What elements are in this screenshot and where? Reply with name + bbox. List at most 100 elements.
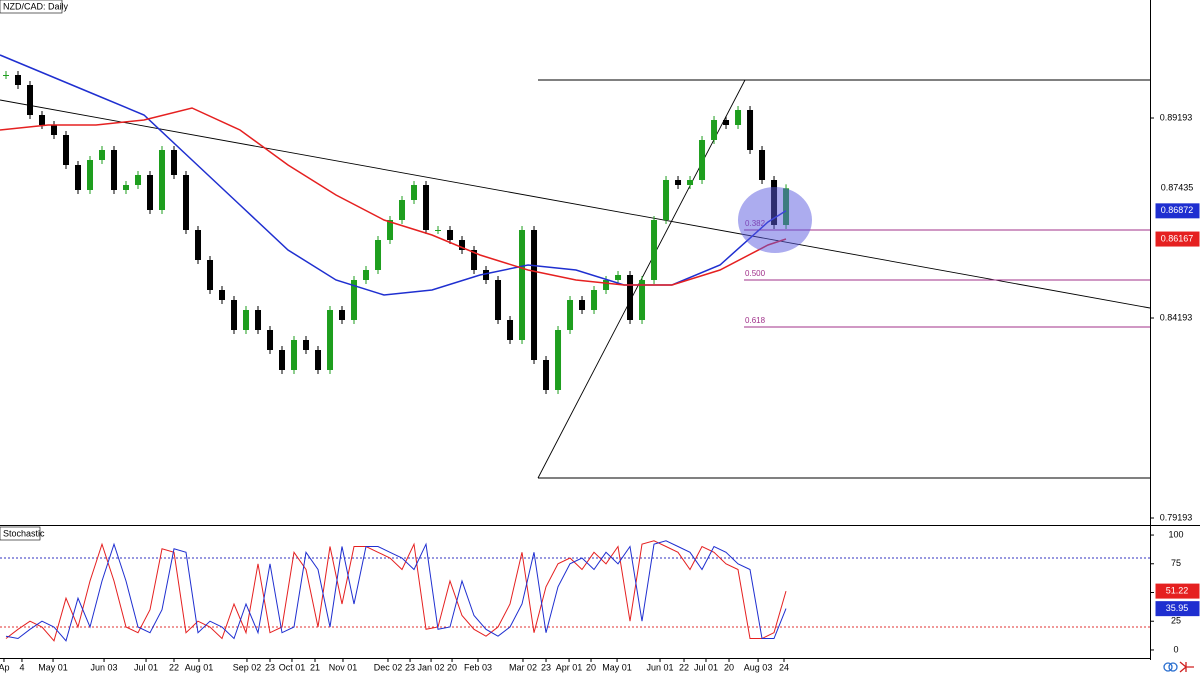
x-tick-label: Jun 03 bbox=[91, 662, 118, 672]
x-tick-label: Mar 02 bbox=[509, 662, 537, 672]
x-tick-label: 4 bbox=[19, 662, 24, 672]
candle bbox=[39, 115, 46, 125]
candle bbox=[303, 340, 310, 350]
candle bbox=[555, 330, 562, 390]
y-tick-label: 0.84193 bbox=[1160, 312, 1193, 322]
candle bbox=[363, 270, 370, 280]
candle bbox=[99, 150, 106, 160]
candle bbox=[315, 350, 322, 370]
x-tick-label: 20 bbox=[586, 662, 596, 672]
candle bbox=[687, 180, 694, 185]
x-tick-label: Ap bbox=[0, 662, 9, 672]
candle bbox=[411, 185, 418, 200]
price-badge-label: 51.22 bbox=[1166, 585, 1189, 595]
candle bbox=[627, 275, 634, 320]
title-box bbox=[0, 0, 63, 14]
y-tick-label: 0.79193 bbox=[1160, 512, 1193, 522]
x-tick-label: Dec 02 bbox=[374, 662, 403, 672]
candle bbox=[207, 260, 214, 290]
candle bbox=[159, 150, 166, 210]
y-tick-label: 0.89193 bbox=[1160, 112, 1193, 122]
x-tick-label: 20 bbox=[447, 662, 457, 672]
price-badge bbox=[1155, 601, 1200, 617]
candle bbox=[423, 185, 430, 230]
link-icon[interactable] bbox=[1168, 662, 1178, 672]
candle bbox=[747, 110, 754, 150]
candle bbox=[123, 185, 130, 190]
x-tick-label: Jan 02 bbox=[418, 662, 445, 672]
stoch-line bbox=[5, 540, 787, 642]
candle bbox=[135, 175, 142, 185]
candle bbox=[675, 180, 682, 185]
price-badge bbox=[1155, 203, 1200, 219]
y-tick-label: 100 bbox=[1168, 529, 1183, 539]
price-badge-label: 0.87435 bbox=[1161, 183, 1194, 193]
jump-icon[interactable] bbox=[1179, 661, 1194, 673]
fib-label: 0.618 bbox=[745, 316, 766, 325]
candle bbox=[291, 340, 298, 370]
candle bbox=[567, 300, 574, 330]
price-badge bbox=[1155, 583, 1200, 599]
x-tick-label: 23 bbox=[265, 662, 275, 672]
y-tick-label: 0 bbox=[1173, 644, 1178, 654]
indicator-box bbox=[0, 526, 41, 541]
candle bbox=[147, 175, 154, 210]
candle bbox=[507, 320, 514, 340]
candle bbox=[759, 150, 766, 180]
candle bbox=[231, 300, 238, 330]
candle bbox=[279, 350, 286, 370]
candle bbox=[399, 200, 406, 220]
candle bbox=[243, 310, 250, 330]
candle bbox=[171, 150, 178, 175]
x-tick-label: Jul 01 bbox=[134, 662, 158, 672]
candle bbox=[435, 230, 442, 231]
trend-line bbox=[537, 79, 746, 479]
candle bbox=[27, 85, 34, 115]
candle bbox=[447, 230, 454, 240]
x-tick-label: Jul 01 bbox=[694, 662, 718, 672]
candle bbox=[711, 120, 718, 140]
candle bbox=[267, 330, 274, 350]
candle bbox=[723, 120, 730, 125]
x-tick-label: Feb 03 bbox=[464, 662, 492, 672]
candle bbox=[735, 110, 742, 125]
footer-icons[interactable] bbox=[1163, 661, 1194, 673]
candle bbox=[471, 250, 478, 270]
candle bbox=[15, 75, 22, 85]
x-tick-label: Aug 03 bbox=[744, 662, 773, 672]
candle bbox=[339, 310, 346, 320]
candle bbox=[195, 230, 202, 260]
moving-average bbox=[0, 107, 787, 286]
x-tick-label: Sep 02 bbox=[233, 662, 262, 672]
candle bbox=[63, 135, 70, 165]
price-badge bbox=[1155, 180, 1200, 196]
candle bbox=[255, 310, 262, 330]
candle bbox=[375, 240, 382, 270]
price-badge bbox=[1155, 231, 1200, 247]
x-tick-label: Aug 01 bbox=[185, 662, 214, 672]
candle bbox=[459, 240, 466, 250]
x-tick-label: Apr 01 bbox=[556, 662, 583, 672]
candle bbox=[111, 150, 118, 190]
price-badge-label: 0.86872 bbox=[1161, 205, 1194, 215]
candle bbox=[495, 280, 502, 320]
price-badge-label: 0.86167 bbox=[1161, 233, 1194, 243]
indicator-title: Stochastic bbox=[3, 528, 45, 538]
y-tick-label: 25 bbox=[1171, 616, 1181, 626]
x-tick-label: 23 bbox=[541, 662, 551, 672]
x-tick-label: Oct 01 bbox=[279, 662, 306, 672]
candle bbox=[3, 75, 10, 76]
link-icon[interactable] bbox=[1163, 662, 1173, 672]
highlight-circle bbox=[737, 187, 812, 253]
candle bbox=[51, 125, 58, 135]
x-tick-label: 22 bbox=[169, 662, 179, 672]
candle bbox=[75, 165, 82, 190]
candle bbox=[519, 230, 526, 340]
x-tick-label: 24 bbox=[779, 662, 789, 672]
y-tick-label: 75 bbox=[1171, 558, 1181, 568]
candle bbox=[387, 220, 394, 240]
candle bbox=[663, 180, 670, 220]
candle bbox=[351, 280, 358, 320]
